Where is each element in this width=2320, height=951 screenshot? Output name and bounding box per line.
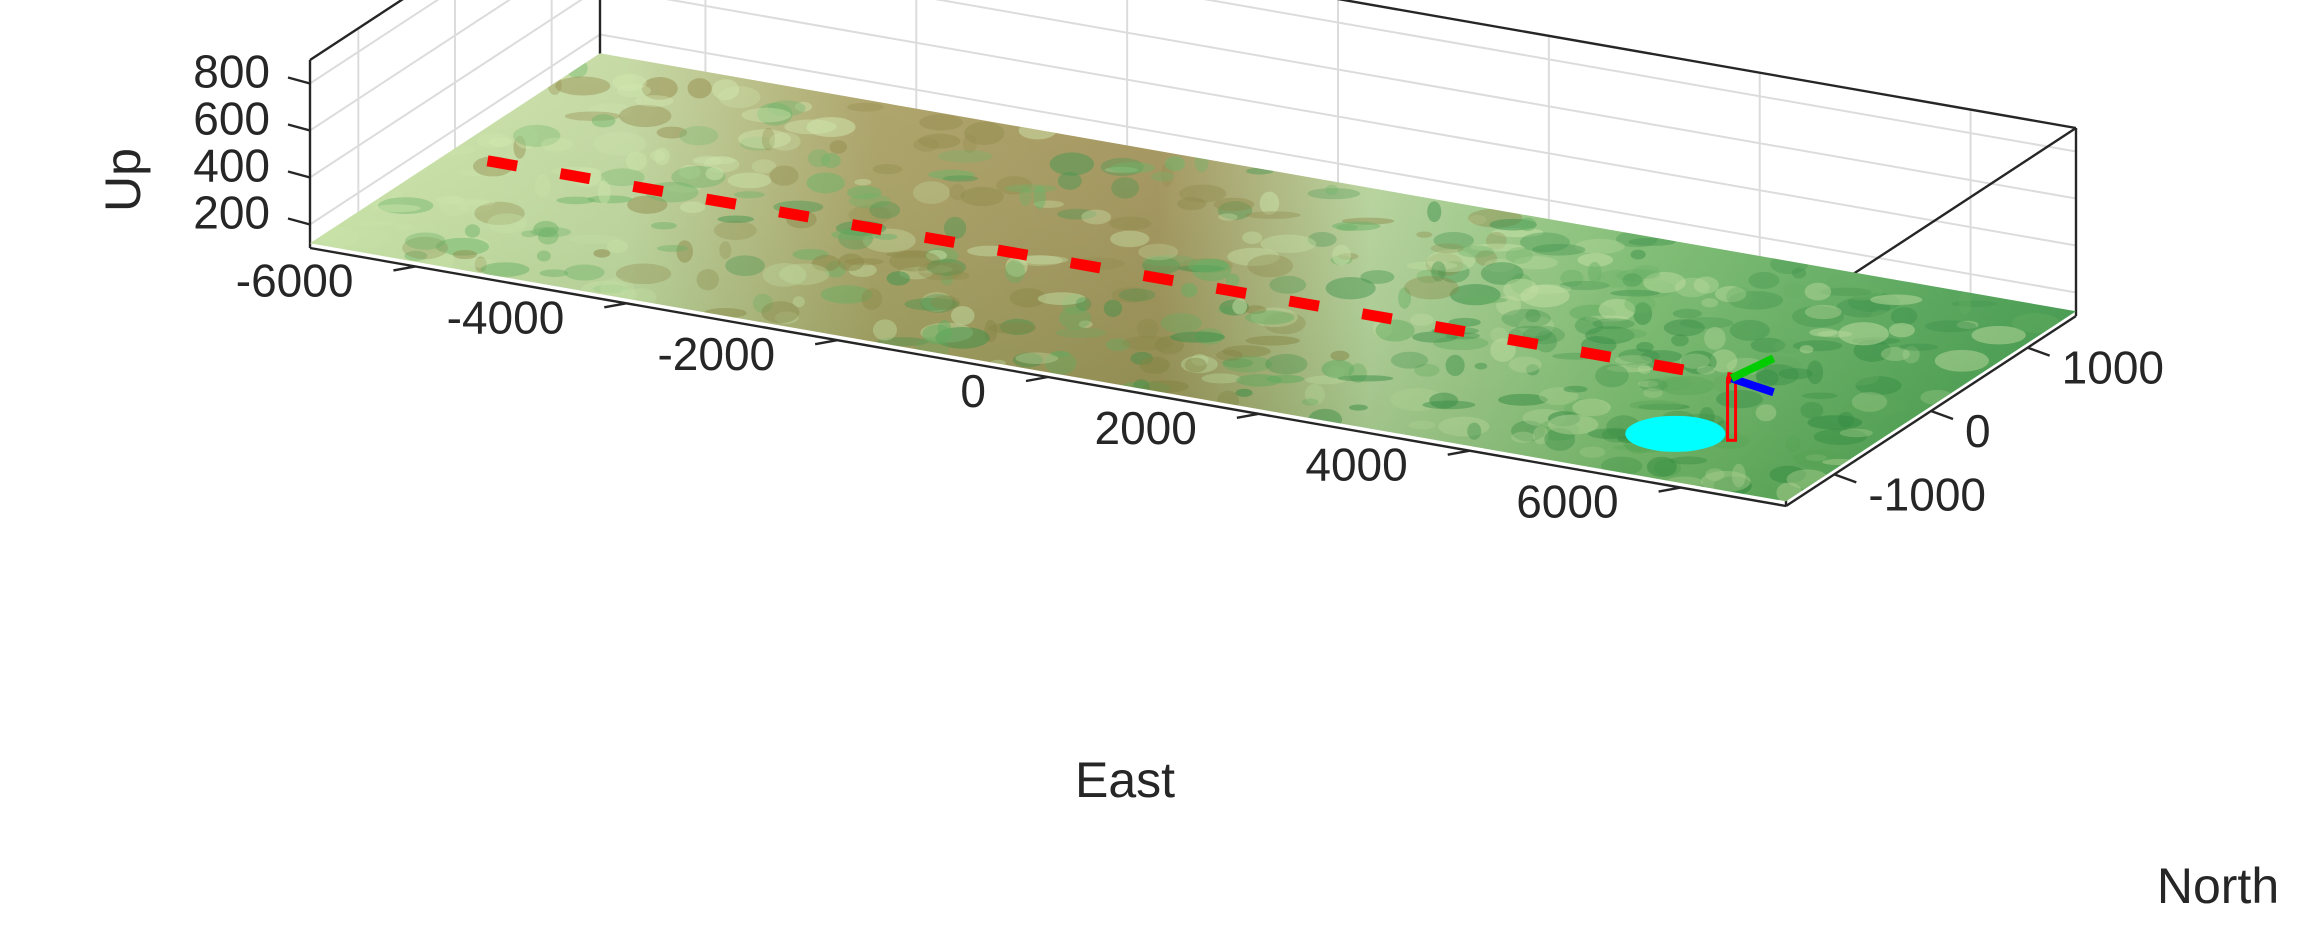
east-tick: [1236, 412, 1260, 420]
left-wall-gridline: [309, 33, 601, 226]
east-tick: [1658, 486, 1681, 493]
east-tick: [814, 338, 838, 346]
up-tick-label: 200: [193, 187, 270, 239]
east-tick-label: 0: [960, 365, 986, 417]
up-tick-label: 600: [193, 93, 270, 145]
north-tick: [1833, 473, 1857, 484]
box-edge: [1336, 0, 2077, 130]
up-tick: [287, 217, 311, 226]
left-wall-gridline: [309, 0, 583, 179]
back-wall-gridline: [1203, 0, 2077, 153]
north-tick-label: -1000: [1868, 468, 1986, 520]
east-tick-label: 6000: [1516, 476, 1618, 528]
east-tick: [1447, 449, 1470, 456]
up-tick: [287, 76, 311, 85]
aircraft-x-axis: [1729, 354, 1776, 382]
east-tick: [1025, 375, 1049, 383]
left-wall-gridline: [309, 0, 440, 85]
north-tick: [2027, 346, 2051, 357]
up-tick-label: 800: [193, 46, 270, 98]
east-tick-label: -6000: [236, 254, 354, 306]
north-tick-label: 1000: [2062, 342, 2164, 394]
aircraft-y-axis: [1730, 374, 1775, 397]
east-tick-label: -2000: [657, 328, 775, 380]
up-tick: [287, 170, 311, 179]
north-tick: [1930, 409, 1954, 421]
box-edge: [309, 0, 404, 62]
back-wall-gridline: [599, 33, 2077, 294]
back-wall-gridline: [665, 0, 2077, 247]
east-tick-label: -4000: [447, 291, 565, 343]
east-tick: [393, 265, 416, 272]
up-tick: [287, 123, 311, 132]
east-tick-label: 4000: [1305, 439, 1407, 491]
terrain-shading: [310, 53, 2076, 502]
up-tick-label: 400: [193, 140, 270, 192]
east-tick: [604, 302, 627, 309]
east-tick-label: 2000: [1095, 402, 1197, 454]
flight-path: [486, 155, 1733, 384]
north-tick-label: 0: [1965, 405, 1991, 457]
ground-target-marker: [1625, 415, 1726, 452]
left-wall-gridline: [309, 0, 512, 132]
back-wall-gridline: [934, 0, 2077, 200]
